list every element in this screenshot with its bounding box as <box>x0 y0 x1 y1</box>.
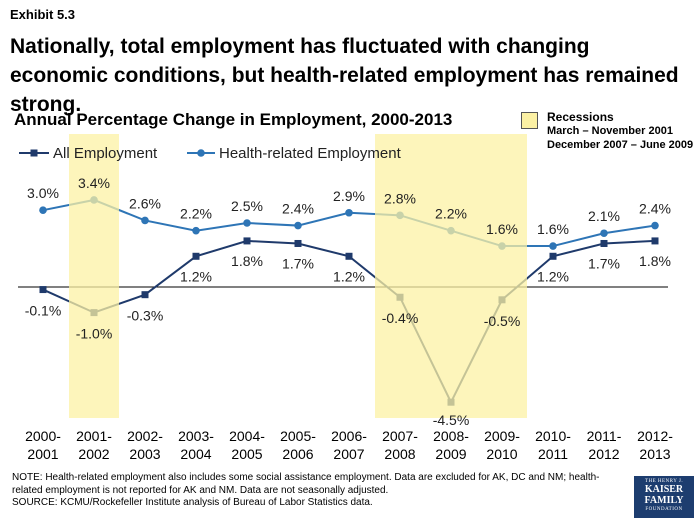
recession-legend-line1: March – November 2001 <box>547 125 673 137</box>
all-employment-point <box>141 291 149 299</box>
all-employment-data-label: 1.7% <box>588 255 620 271</box>
x-tick-label-line1: 2003- <box>178 428 214 444</box>
health-employment-point <box>651 221 659 230</box>
recession-legend-text: Recessions March – November 2001 Decembe… <box>547 110 693 152</box>
all-employment-data-label: -1.0% <box>76 326 113 342</box>
chart-title: Annual Percentage Change in Employment, … <box>14 110 453 129</box>
all-employment-point <box>243 237 251 245</box>
health-employment-data-label: 2.8% <box>384 190 416 206</box>
x-tick-label-line1: 2009- <box>484 428 520 444</box>
x-tick-label-line2: 2012 <box>588 446 619 462</box>
x-tick-label-line1: 2006- <box>331 428 367 444</box>
x-tick-label-line2: 2007 <box>333 446 364 462</box>
health-employment-data-label: 2.1% <box>588 208 620 224</box>
health-employment-point <box>345 208 353 217</box>
all-employment-data-label: -0.5% <box>484 313 521 329</box>
note-line-1: NOTE: Health-related employment also inc… <box>12 472 600 483</box>
all-employment-point <box>549 252 557 260</box>
x-tick-label-line1: 2000- <box>25 428 61 444</box>
x-tick-label-line1: 2004- <box>229 428 265 444</box>
all-employment-data-label: 1.8% <box>231 253 263 269</box>
all-employment-data-label: -0.3% <box>127 308 164 324</box>
x-tick-label-line2: 2011 <box>538 446 568 462</box>
health-employment-data-label: 1.6% <box>486 221 518 237</box>
legend-all-employment-marker <box>30 149 38 157</box>
all-employment-data-label: -4.5% <box>433 412 470 428</box>
health-employment-data-label: 2.6% <box>129 195 161 211</box>
health-employment-point <box>600 229 608 238</box>
x-tick-label-line2: 2008 <box>384 446 415 462</box>
x-tick-label-line2: 2001 <box>27 446 58 462</box>
health-employment-point <box>192 226 200 235</box>
all-employment-point <box>294 239 302 247</box>
recession-legend-line2: December 2007 – June 2009 <box>547 139 694 151</box>
recession-legend-title: Recessions <box>547 110 614 124</box>
all-employment-data-label: 1.2% <box>333 268 365 284</box>
headline: Nationally, total employment has fluctua… <box>10 35 679 116</box>
all-employment-data-label: 1.8% <box>639 253 671 269</box>
recession-band-1 <box>69 134 119 418</box>
legend-all-employment-label: All Employment <box>53 145 158 162</box>
logo-name-2: FAMILY <box>644 495 684 506</box>
health-employment-point <box>294 221 302 230</box>
employment-line-chart: 3.0% 3.4% 2.6% 2.2% 2.5% 2.4% 2.9% 2.8% 2.2% 1.6%… <box>18 134 673 462</box>
all-employment-data-label: 1.2% <box>180 268 212 284</box>
footnote: NOTE: Health-related employment also inc… <box>12 472 612 510</box>
x-tick-label-line2: 2006 <box>282 446 313 462</box>
health-employment-point <box>141 216 149 225</box>
all-employment-point <box>600 239 608 247</box>
logo-name-1: KAISER <box>644 484 684 495</box>
x-tick-label-line2: 2002 <box>78 446 109 462</box>
legend-health-employment-marker <box>197 149 205 157</box>
x-tick-label-line2: 2009 <box>435 446 466 462</box>
health-employment-data-label: 2.2% <box>435 206 467 222</box>
kff-logo: THE HENRY J. KAISER FAMILY FOUNDATION <box>634 476 694 518</box>
all-employment-data-label: -0.4% <box>382 310 419 326</box>
all-employment-point <box>192 252 200 260</box>
health-employment-point <box>549 242 557 250</box>
x-tick-label-line1: 2005- <box>280 428 316 444</box>
x-tick-label-line2: 2013 <box>639 446 670 462</box>
source-line: SOURCE: KCMU/Rockefeller Institute analy… <box>12 497 373 508</box>
all-employment-point <box>651 237 659 245</box>
all-employment-point <box>39 286 47 294</box>
all-employment-data-label: -0.1% <box>25 303 62 319</box>
health-employment-point <box>39 206 47 214</box>
health-employment-point <box>243 219 251 227</box>
exhibit-label: Exhibit 5.3 <box>10 7 76 22</box>
health-employment-data-label: 2.5% <box>231 198 263 214</box>
logo-top-text: THE HENRY J. <box>644 479 684 484</box>
x-tick-label-line2: 2010 <box>486 446 517 462</box>
x-tick-label-line1: 2002- <box>127 428 163 444</box>
all-employment-data-label: 1.2% <box>537 268 569 284</box>
x-tick-label-line2: 2003 <box>129 446 160 462</box>
all-employment-data-label: 1.7% <box>282 255 314 271</box>
x-tick-label-line2: 2004 <box>180 446 211 462</box>
health-employment-data-label: 2.4% <box>639 201 671 217</box>
x-tick-label-line1: 2012- <box>637 428 673 444</box>
x-tick-label-line1: 2011- <box>587 428 622 444</box>
x-tick-label-line1: 2001- <box>76 428 112 444</box>
legend-health-employment-label: Health-related Employment <box>219 145 402 162</box>
health-employment-data-label: 2.2% <box>180 206 212 222</box>
health-employment-data-label: 3.4% <box>78 175 110 191</box>
note-line-2: related employment is not reported for A… <box>12 484 389 496</box>
logo-bottom-text: FOUNDATION <box>645 507 683 512</box>
health-employment-data-label: 3.0% <box>27 185 59 201</box>
health-employment-data-label: 2.4% <box>282 201 314 217</box>
all-employment-point <box>345 252 353 260</box>
x-tick-label-line1: 2008- <box>433 428 469 444</box>
recession-swatch <box>521 112 538 129</box>
health-employment-data-label: 2.9% <box>333 188 365 204</box>
x-tick-label-line2: 2005 <box>231 446 262 462</box>
health-employment-data-label: 1.6% <box>537 221 569 237</box>
x-tick-label-line1: 2010- <box>535 428 571 444</box>
recession-band-2 <box>375 134 527 418</box>
x-tick-label-line1: 2007- <box>382 428 418 444</box>
